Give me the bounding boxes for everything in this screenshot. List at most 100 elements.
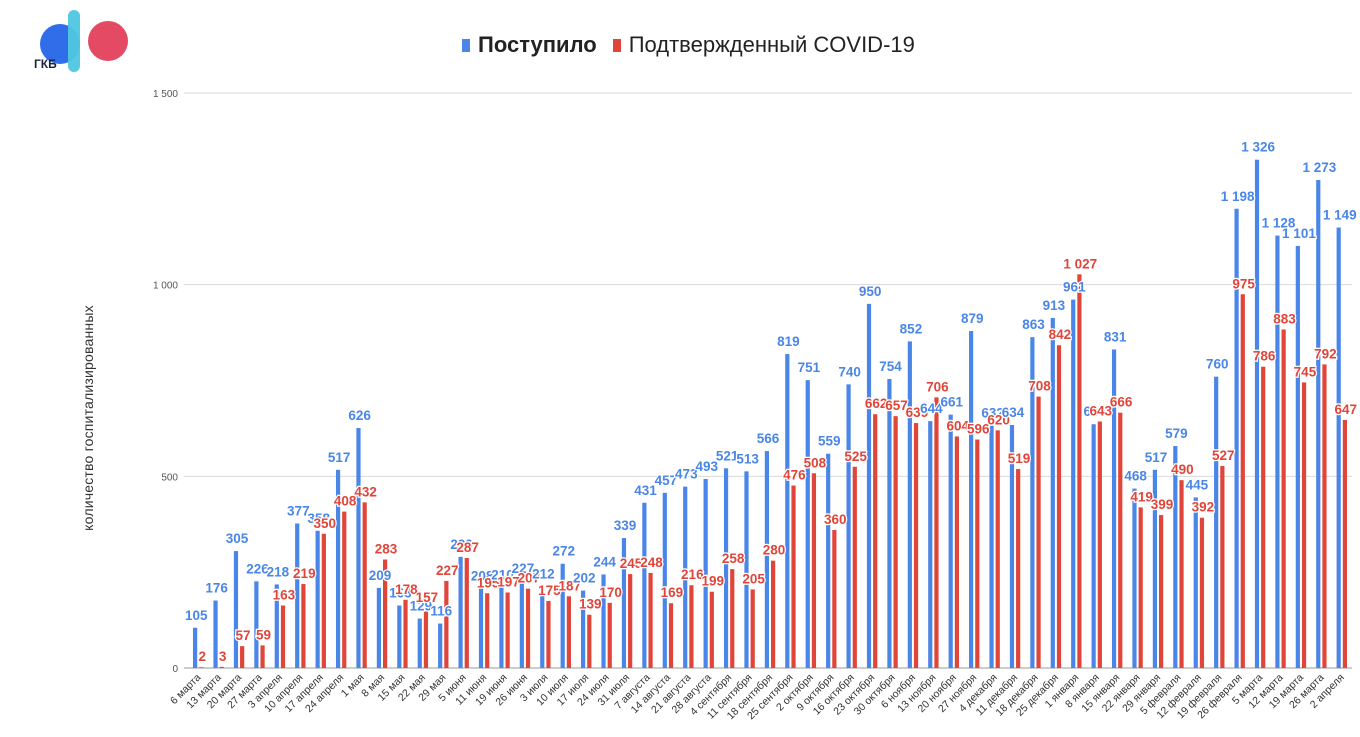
bar-admitted-35 (907, 341, 912, 668)
bar-covid-38 (975, 439, 980, 668)
bar-covid-0 (199, 667, 204, 668)
data-label-admitted-28: 566 (757, 431, 780, 446)
data-label-covid-31: 360 (824, 512, 847, 527)
data-label-covid-51: 975 (1232, 276, 1255, 291)
data-label-covid-18: 187 (559, 578, 582, 593)
bar-covid-6 (321, 533, 326, 668)
bar-covid-56 (1342, 419, 1347, 668)
data-label-admitted-5: 377 (287, 503, 310, 518)
data-label-covid-23: 169 (661, 585, 684, 600)
data-label-admitted-34: 754 (879, 359, 902, 374)
data-label-admitted-36: 644 (920, 401, 943, 416)
data-label-admitted-56: 1 149 (1323, 208, 1357, 223)
bar-covid-28 (771, 560, 776, 668)
data-label-admitted-1: 176 (205, 581, 228, 596)
bar-admitted-19 (581, 590, 586, 668)
data-label-covid-0: 2 (198, 649, 206, 664)
bar-admitted-49 (1193, 497, 1198, 668)
bar-covid-46 (1138, 507, 1143, 668)
legend-swatch-covid (612, 38, 621, 52)
data-label-covid-32: 525 (844, 449, 867, 464)
bar-covid-47 (1159, 515, 1164, 668)
bar-covid-7 (342, 511, 347, 668)
bar-covid-16 (525, 588, 531, 668)
data-label-covid-40: 519 (1008, 451, 1031, 466)
data-label-covid-41: 708 (1028, 379, 1051, 394)
bar-admitted-43 (1071, 299, 1076, 668)
data-label-covid-33: 662 (865, 396, 888, 411)
data-label-covid-22: 248 (640, 555, 663, 570)
bar-admitted-4 (274, 584, 279, 668)
bar-admitted-56 (1336, 227, 1341, 669)
bar-admitted-53 (1275, 235, 1280, 668)
data-label-covid-54: 745 (1294, 364, 1317, 379)
data-label-admitted-40: 634 (1002, 405, 1025, 420)
data-label-covid-42: 842 (1049, 327, 1072, 342)
data-label-covid-52: 786 (1253, 349, 1276, 364)
bar-admitted-13 (458, 556, 463, 668)
data-label-admitted-19: 202 (573, 571, 596, 586)
data-label-covid-48: 490 (1171, 462, 1194, 477)
data-label-admitted-26: 521 (716, 448, 739, 463)
bar-covid-17 (546, 600, 551, 668)
data-label-covid-7: 408 (334, 494, 357, 509)
bar-covid-9 (383, 559, 388, 668)
bar-admitted-11 (417, 618, 422, 668)
bar-admitted-38 (969, 331, 974, 668)
data-label-admitted-6: 358 (307, 511, 330, 526)
bar-admitted-55 (1316, 180, 1321, 668)
data-label-admitted-24: 473 (675, 467, 698, 482)
bar-covid-48 (1179, 480, 1184, 668)
bar-admitted-6 (315, 530, 320, 668)
bar-covid-55 (1322, 364, 1327, 668)
bar-covid-50 (1220, 465, 1225, 668)
bar-covid-19 (587, 614, 592, 668)
bar-covid-31 (832, 530, 837, 668)
data-label-admitted-38: 879 (961, 311, 984, 326)
bar-covid-13 (464, 557, 469, 668)
bar-admitted-28 (764, 451, 769, 668)
data-label-covid-26: 258 (722, 551, 745, 566)
data-label-covid-34: 657 (885, 398, 908, 413)
data-label-covid-24: 216 (681, 567, 704, 582)
bar-covid-20 (607, 602, 612, 668)
data-label-admitted-17: 212 (532, 567, 555, 582)
bar-admitted-21 (621, 538, 627, 668)
bar-admitted-27 (744, 471, 749, 668)
bar-covid-42 (1056, 345, 1062, 668)
bar-covid-40 (1016, 469, 1021, 668)
bar-admitted-25 (703, 479, 708, 668)
bar-admitted-15 (499, 587, 504, 668)
legend-swatch-admitted (462, 38, 470, 52)
data-label-covid-45: 666 (1110, 395, 1133, 410)
legend-label-covid: Подтвержденный COVID-19 (628, 32, 915, 57)
bar-admitted-44 (1091, 424, 1096, 668)
data-label-admitted-46: 468 (1124, 469, 1147, 484)
bar-admitted-22 (642, 502, 647, 668)
bar-admitted-24 (683, 486, 688, 668)
data-label-covid-27: 205 (742, 571, 765, 586)
bar-admitted-17 (540, 586, 545, 668)
data-label-admitted-15: 210 (491, 568, 514, 583)
bar-covid-24 (689, 585, 694, 668)
data-label-admitted-49: 445 (1186, 477, 1209, 492)
bar-admitted-12 (438, 623, 443, 668)
data-label-covid-19: 139 (579, 597, 602, 612)
legend-item-admitted: Поступило (462, 32, 597, 58)
data-label-covid-13: 287 (456, 540, 479, 555)
data-label-admitted-8: 626 (348, 408, 371, 423)
logo-circle-red (88, 21, 128, 61)
data-label-admitted-29: 819 (777, 334, 800, 349)
data-label-covid-55: 792 (1314, 346, 1337, 361)
bar-admitted-41 (1030, 337, 1035, 668)
data-label-admitted-11: 129 (410, 599, 433, 614)
data-label-admitted-43: 961 (1063, 280, 1086, 295)
bar-covid-45 (1118, 412, 1123, 668)
data-label-covid-56: 647 (1335, 402, 1358, 417)
data-label-admitted-3: 226 (246, 561, 269, 576)
logo-text: ГКБ (34, 57, 57, 71)
data-label-admitted-12: 116 (430, 604, 452, 619)
data-label-covid-11: 157 (416, 590, 439, 605)
data-label-covid-39: 620 (987, 412, 1010, 427)
data-label-admitted-2: 305 (226, 531, 249, 546)
